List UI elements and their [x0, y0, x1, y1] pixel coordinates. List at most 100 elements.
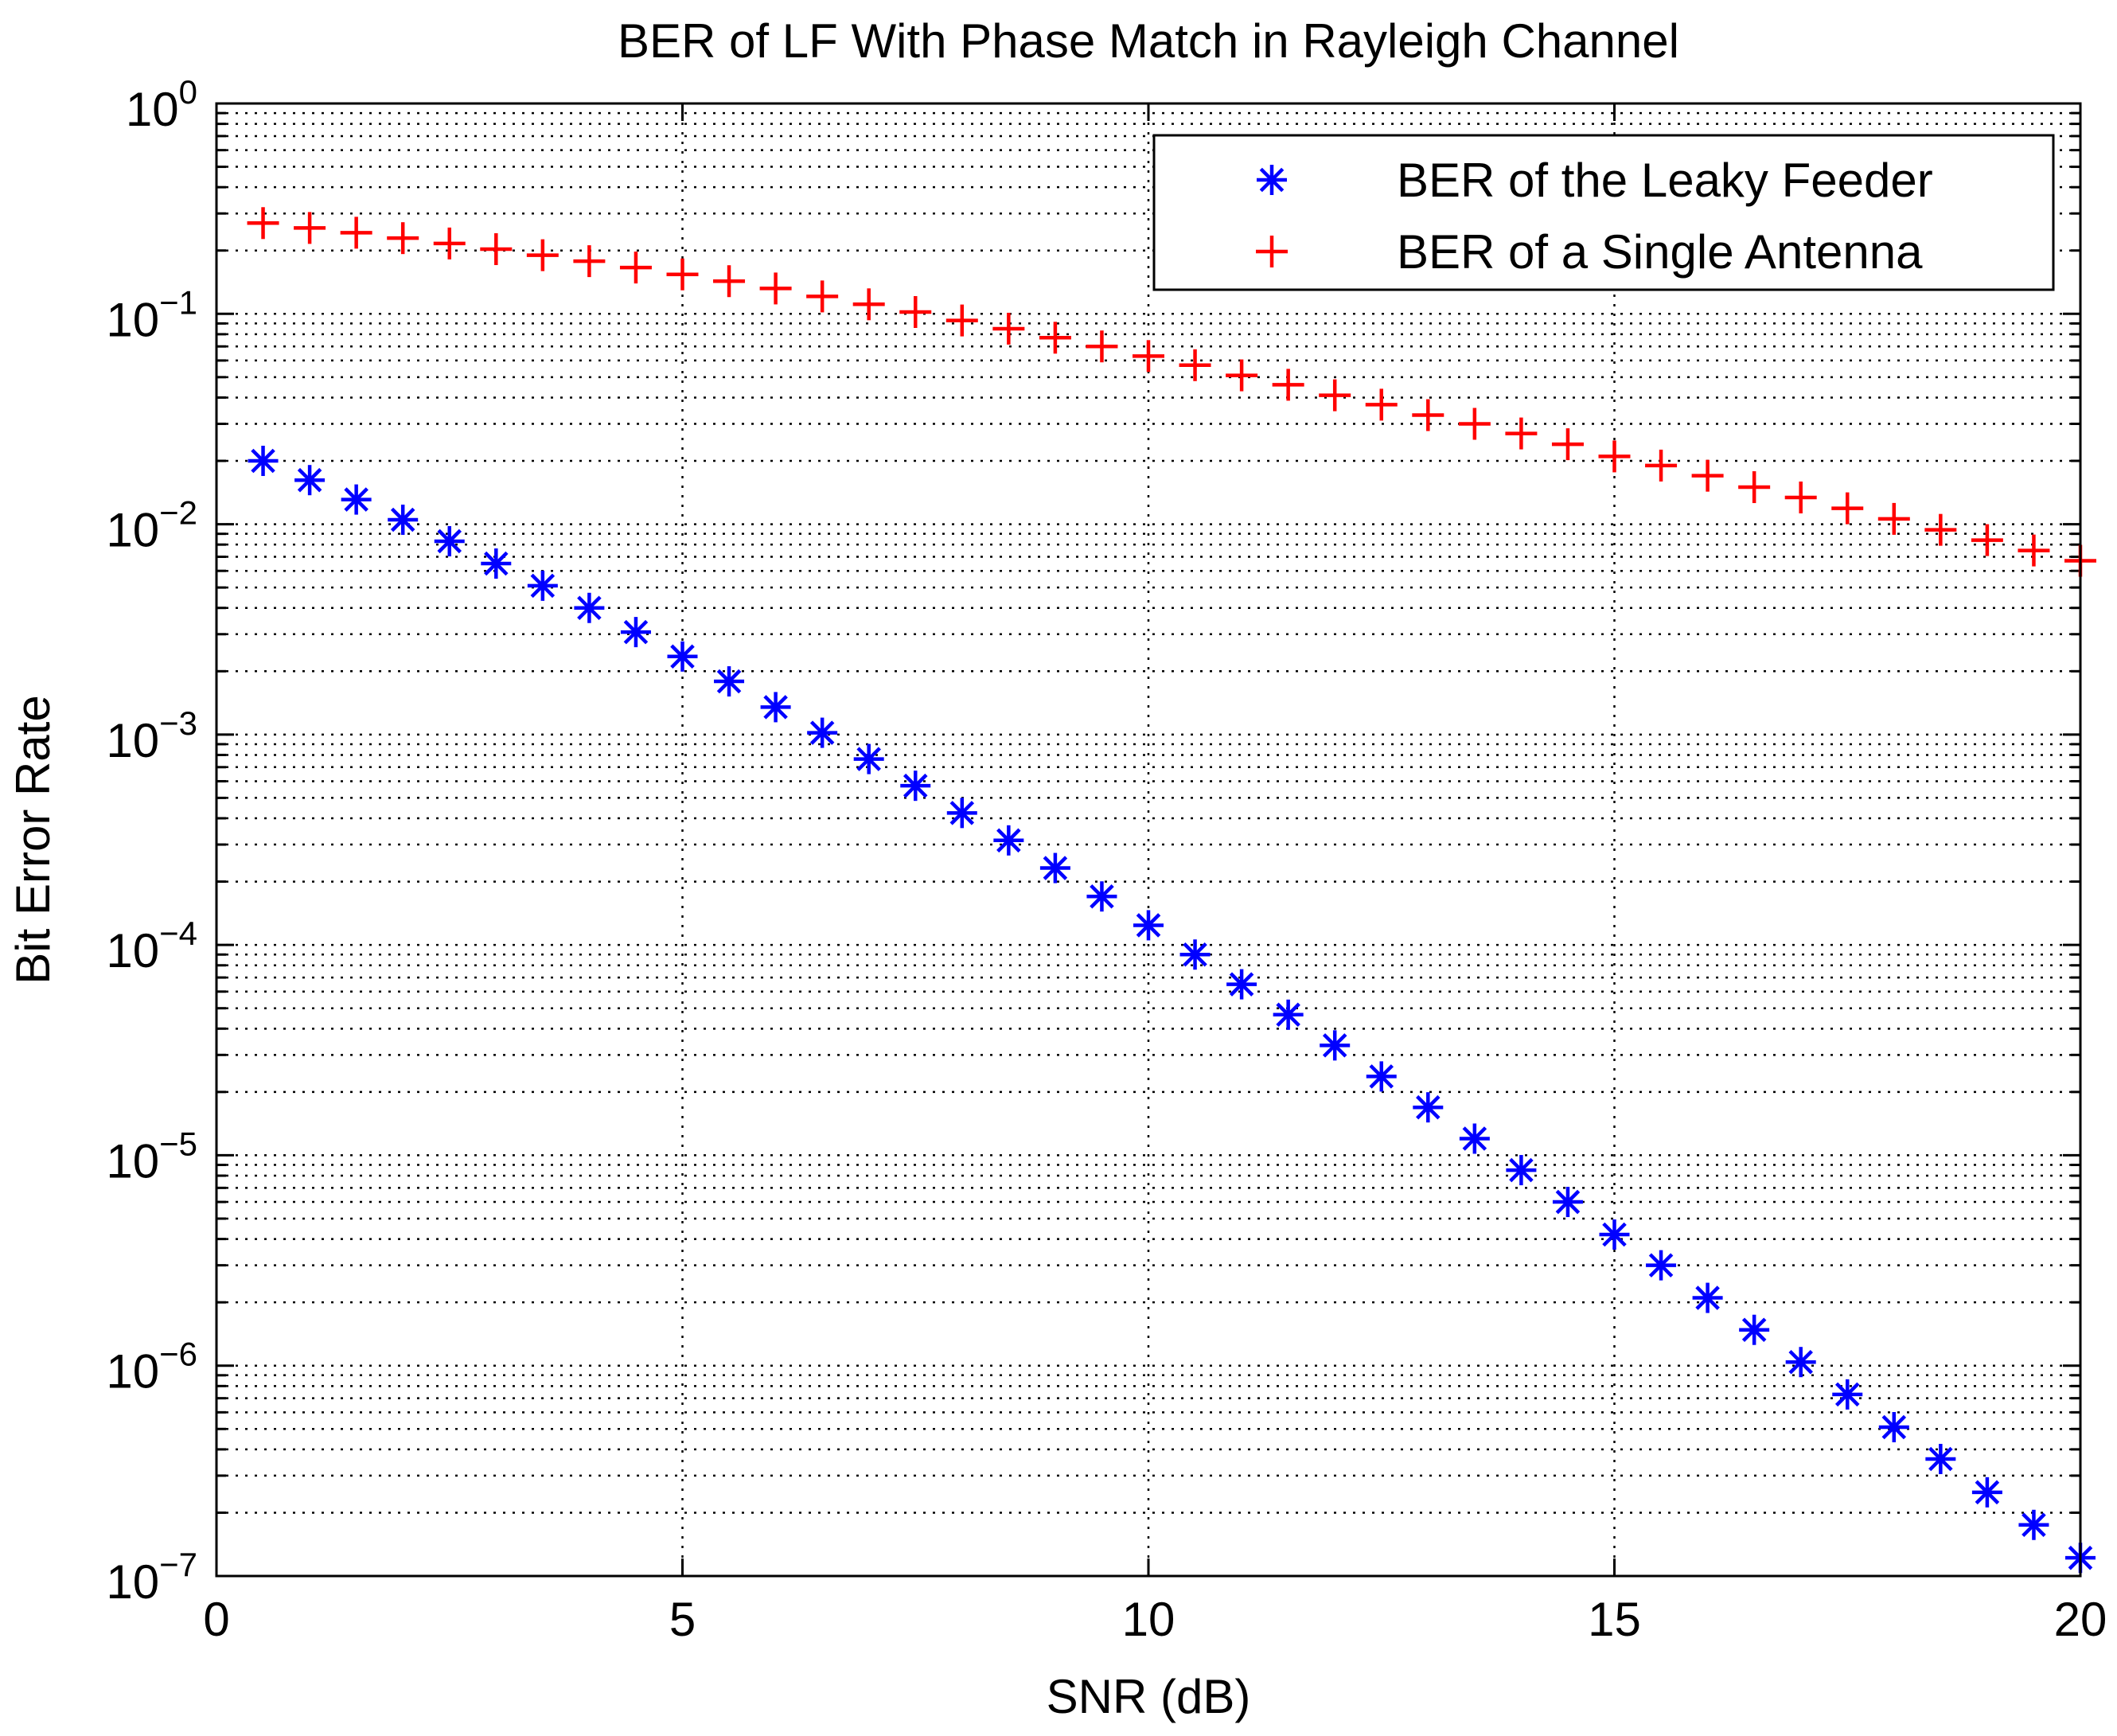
data-point-leaky-feeder — [853, 743, 884, 774]
y-tick-label: 100 — [126, 73, 197, 136]
y-tick-labels: 100 10−1 10−2 10−3 10−4 10−5 10−6 10−7 — [106, 73, 197, 1609]
data-point-single-antenna — [1505, 417, 1538, 450]
y-tick-label: 10−7 — [106, 1546, 197, 1609]
data-point-single-antenna — [713, 265, 746, 298]
data-point-leaky-feeder — [1925, 1443, 1956, 1474]
data-point-leaky-feeder — [1179, 939, 1211, 970]
data-point-leaky-feeder — [574, 592, 605, 623]
data-point-single-antenna — [1133, 340, 1164, 373]
data-point-single-antenna — [899, 296, 932, 329]
data-point-leaky-feeder — [434, 525, 465, 556]
legend: BER of the Leaky Feeder BER of a Single … — [1152, 134, 2055, 291]
data-point-single-antenna — [619, 252, 652, 284]
data-point-single-antenna — [1319, 379, 1351, 412]
data-point-leaky-feeder — [1273, 999, 1304, 1030]
x-tick-label: 15 — [1588, 1593, 1641, 1646]
data-point-leaky-feeder — [667, 641, 698, 672]
data-point-leaky-feeder — [993, 825, 1024, 856]
data-point-single-antenna — [1598, 440, 1631, 473]
data-point-leaky-feeder — [1646, 1250, 1677, 1281]
data-point-leaky-feeder — [1785, 1347, 1816, 1378]
data-point-leaky-feeder — [1320, 1030, 1351, 1061]
data-point-leaky-feeder — [1086, 881, 1117, 912]
plot-frame — [215, 102, 2082, 1578]
data-point-leaky-feeder — [388, 504, 419, 535]
data-point-single-antenna — [526, 239, 559, 271]
x-tick-label: 0 — [203, 1593, 229, 1646]
data-point-leaky-feeder — [1739, 1314, 1770, 1345]
data-point-leaky-feeder — [1366, 1061, 1397, 1092]
legend-marker-single-antenna — [1256, 236, 1288, 267]
x-tick-label: 10 — [1122, 1593, 1175, 1646]
data-point-leaky-feeder — [248, 446, 279, 477]
data-point-single-antenna — [1971, 524, 2003, 556]
x-tick-labels: 0 5 10 15 20 — [203, 1593, 2107, 1646]
data-point-single-antenna — [573, 245, 606, 278]
x-tick-label: 5 — [669, 1593, 696, 1646]
data-point-leaky-feeder — [760, 692, 791, 723]
y-tick-label: 10−2 — [106, 494, 197, 557]
data-point-leaky-feeder — [1226, 969, 1257, 1000]
data-point-single-antenna — [387, 222, 419, 255]
data-point-single-antenna — [666, 258, 699, 291]
data-point-single-antenna — [852, 288, 885, 321]
data-point-leaky-feeder — [714, 666, 745, 697]
data-point-single-antenna — [1738, 471, 1771, 504]
data-point-single-antenna — [1226, 359, 1258, 392]
y-axis-label: Bit Error Rate — [6, 695, 60, 984]
data-point-single-antenna — [1272, 369, 1304, 401]
y-tick-label: 10−5 — [106, 1125, 197, 1188]
data-point-leaky-feeder — [1506, 1155, 1537, 1186]
grid — [216, 103, 2080, 1576]
data-point-leaky-feeder — [1971, 1477, 2002, 1508]
data-point-single-antenna — [1551, 428, 1584, 461]
x-axis-label: SNR (dB) — [1047, 1670, 1251, 1723]
data-point-single-antenna — [1365, 388, 1398, 421]
data-point-leaky-feeder — [1692, 1282, 1723, 1313]
data-point-leaky-feeder — [1599, 1219, 1630, 1250]
data-point-single-antenna — [759, 272, 792, 305]
data-point-single-antenna — [480, 233, 513, 266]
data-point-single-antenna — [806, 280, 839, 313]
legend-marker-asterisk — [1257, 165, 1287, 195]
y-tick-label: 10−3 — [106, 704, 197, 767]
data-point-leaky-feeder — [1832, 1379, 1863, 1410]
data-point-single-antenna — [247, 207, 279, 240]
data-point-single-antenna — [1877, 502, 1910, 535]
y-tick-label: 10−6 — [106, 1336, 197, 1399]
data-point-leaky-feeder — [527, 570, 558, 601]
data-point-leaky-feeder — [341, 484, 372, 515]
data-point-single-antenna — [1086, 330, 1118, 363]
data-point-single-antenna — [945, 304, 978, 337]
series-leaky-feeder — [248, 446, 2096, 1574]
data-point-leaky-feeder — [1413, 1092, 1444, 1123]
data-point-leaky-feeder — [294, 465, 326, 496]
data-point-leaky-feeder — [807, 717, 838, 748]
legend-label-single-antenna: BER of a Single Antenna — [1397, 225, 1923, 279]
chart-title: BER of LF With Phase Match in Rayleigh C… — [618, 14, 1679, 68]
data-point-leaky-feeder — [2018, 1509, 2049, 1540]
data-point-leaky-feeder — [1039, 852, 1070, 884]
data-point-single-antenna — [294, 212, 326, 244]
data-point-single-antenna — [1645, 449, 1678, 482]
data-point-single-antenna — [1039, 322, 1071, 354]
data-point-single-antenna — [1831, 492, 1864, 525]
legend-box — [1152, 134, 2055, 291]
data-point-single-antenna — [1691, 459, 1724, 492]
data-series — [247, 207, 2096, 1574]
data-point-leaky-feeder — [481, 548, 512, 579]
legend-label-leaky-feeder: BER of the Leaky Feeder — [1397, 154, 1933, 207]
data-point-single-antenna — [1458, 408, 1491, 440]
legend-marker-leaky-feeder — [1257, 165, 1287, 195]
legend-marker-plus — [1256, 236, 1288, 267]
y-tick-label: 10−4 — [106, 915, 197, 977]
data-point-single-antenna — [1412, 399, 1444, 431]
data-point-single-antenna — [1784, 481, 1817, 513]
data-point-single-antenna — [433, 227, 466, 259]
data-point-leaky-feeder — [946, 798, 977, 829]
data-point-leaky-feeder — [1878, 1411, 1909, 1442]
data-point-leaky-feeder — [620, 617, 651, 648]
x-tick-label: 20 — [2054, 1593, 2107, 1646]
data-point-single-antenna — [992, 312, 1025, 345]
